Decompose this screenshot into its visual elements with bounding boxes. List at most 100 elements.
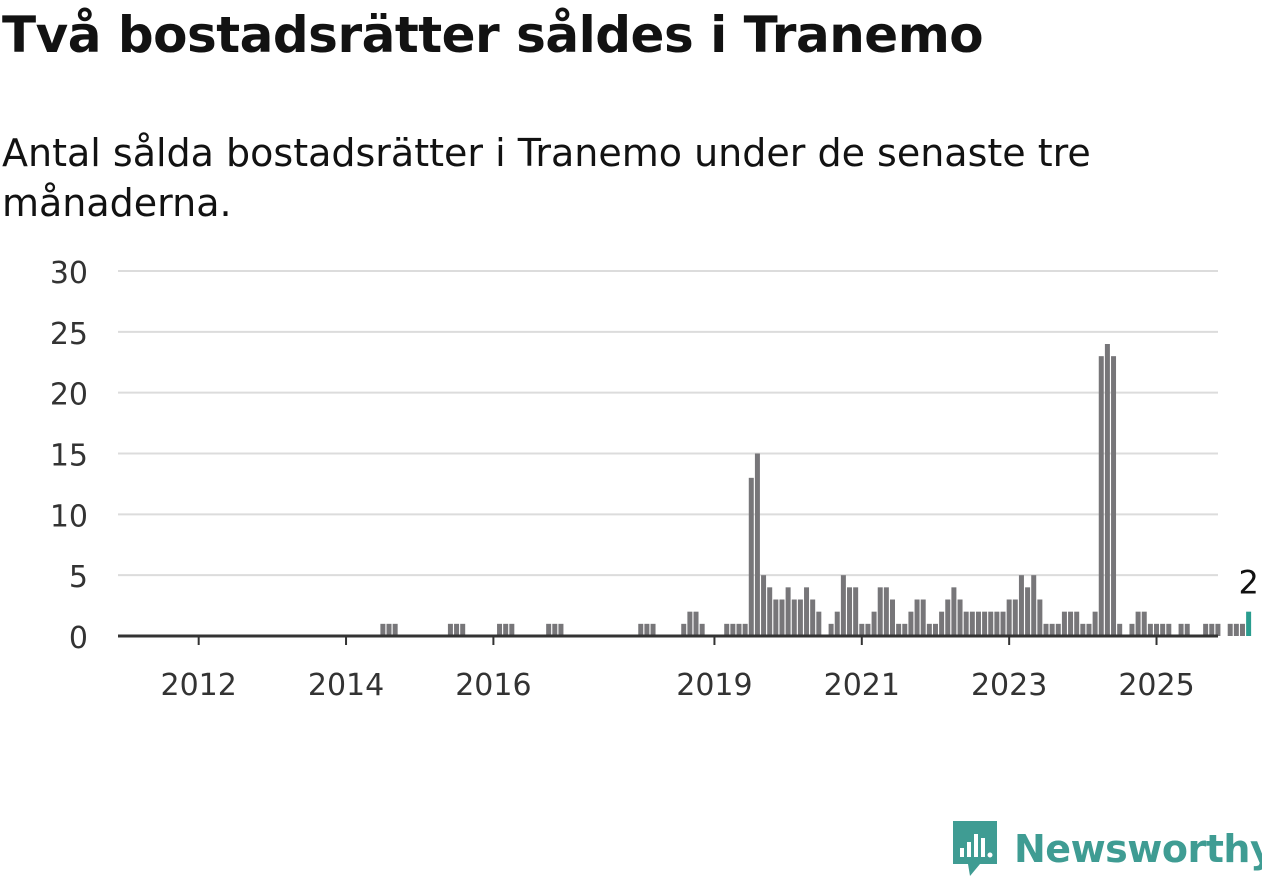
x-tick-label: 2016 [455,668,531,703]
bar [1098,356,1104,636]
bar [1154,623,1160,636]
bar [724,623,730,636]
bar [1055,623,1061,636]
bar [558,623,564,636]
bar [1018,575,1024,636]
bar [871,611,877,636]
x-tick-label: 2021 [824,668,900,703]
bar [994,611,1000,636]
bar [1068,611,1074,636]
bar [779,599,785,636]
bar [939,611,945,636]
newsworthy-brand: Newsworthy [950,818,1262,880]
bar [460,623,466,636]
bar [386,623,392,636]
bar [447,623,453,636]
bar [1227,623,1233,636]
bar [736,623,742,636]
bar [687,611,693,636]
chart-title: Två bostadsrätter såldes i Tranemo [2,6,984,64]
bar [1006,599,1012,636]
bar [767,587,773,636]
chart-subtitle: Antal sålda bostadsrätter i Tranemo unde… [2,131,1091,225]
bar [693,611,699,636]
bar [1147,623,1153,636]
y-tick-label: 20 [50,378,88,413]
bar [1178,623,1184,636]
bar [546,623,552,636]
bar [896,623,902,636]
x-tick-label: 2014 [308,668,384,703]
bar [797,599,803,636]
y-tick-label: 0 [69,621,88,656]
highlight-value-label: 2 [1238,564,1258,602]
bar [392,623,398,636]
bar [742,623,748,636]
bar [828,623,834,636]
bar [638,623,644,636]
bar [963,611,969,636]
bar [1012,599,1018,636]
gridlines [118,270,1218,577]
x-tick-label: 2025 [1118,668,1194,703]
bar [650,623,656,636]
bar [1086,623,1092,636]
bar [552,623,558,636]
bar [454,623,460,636]
bar [1049,623,1055,636]
bar [816,611,822,636]
bar [1031,575,1037,636]
y-tick-label: 5 [69,560,88,595]
bar [754,453,760,636]
bar [509,623,515,636]
bar [1203,623,1209,636]
bar [773,599,779,636]
bar [914,599,920,636]
bar [497,623,503,636]
bar [982,611,988,636]
y-tick-label: 10 [50,499,88,534]
bar [730,623,736,636]
bar [785,587,791,636]
bar [883,587,889,636]
bar [951,587,957,636]
bar [1184,623,1190,636]
bar [791,599,797,636]
bar [761,575,767,636]
bar [840,575,846,636]
bar [847,587,853,636]
y-tick-label: 30 [50,256,88,291]
x-tick-label: 2019 [676,668,752,703]
bar [380,623,386,636]
bar [1209,623,1215,636]
bar [1141,611,1147,636]
newsworthy-logo-icon [953,821,997,876]
bar [1233,623,1239,636]
bar [932,623,938,636]
bar [699,623,705,636]
bar [1166,623,1172,636]
x-tick-label: 2012 [161,668,237,703]
brand-name: Newsworthy [1014,827,1262,871]
bar [853,587,859,636]
bar [503,623,509,636]
bar [681,623,687,636]
bar [859,623,865,636]
x-tick-label: 2023 [971,668,1047,703]
bar [1239,623,1245,636]
bar [902,623,908,636]
bar [975,611,981,636]
bar [890,599,895,636]
bar [1160,623,1166,636]
bar [957,599,963,636]
bar [1061,611,1067,636]
bar [1037,599,1043,636]
bar [748,477,754,636]
bar [644,623,650,636]
bar [834,611,840,636]
bar [1000,611,1006,636]
bar [1215,623,1221,636]
bar [988,611,994,636]
